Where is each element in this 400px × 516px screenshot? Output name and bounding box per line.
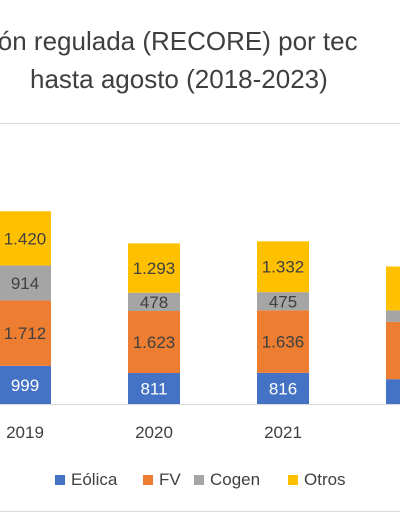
bar-segment-fv-2 (386, 321, 400, 380)
data-label-elica-2020: 811 (140, 380, 167, 399)
data-label-cogen-2021: 475 (269, 292, 297, 311)
chart-title-line-1: ión regulada (RECORE) por tec (0, 26, 358, 56)
bar-segment-elica-2 (386, 379, 400, 404)
x-tick-label-2020: 2020 (135, 423, 173, 442)
bar-segment-cogen-2019 (0, 265, 51, 301)
x-tick-label-2019: 2019 (6, 423, 44, 442)
data-label-fv-2021: 1.636 (262, 333, 305, 352)
data-label-fv-2019: 1.712 (4, 324, 47, 343)
data-label-fv-2020: 1.623 (133, 333, 176, 352)
bar-segment-fv-2021 (257, 310, 309, 373)
legend-swatch-eolica (55, 475, 65, 485)
legend-item-otros: Otros (288, 468, 346, 492)
bar-segment-elica-2020 (128, 373, 180, 404)
legend-swatch-otros (288, 475, 298, 485)
bar-segment-otros-2019 (0, 211, 51, 266)
data-label-elica-2021: 816 (269, 379, 297, 398)
legend-label-fv: FV (159, 470, 181, 489)
x-tick-label-2021: 2021 (264, 423, 302, 442)
bar-segment-fv-2020 (128, 311, 180, 374)
bar-segment-fv-2019 (0, 300, 51, 366)
data-label-otros-2021: 1.332 (262, 258, 305, 277)
legend-item-cogen: Cogen (194, 468, 260, 492)
legend-label-cogen: Cogen (210, 470, 261, 489)
bar-segment-otros-2021 (257, 241, 309, 293)
bar-segment-otros-2020 (128, 243, 180, 293)
legend-item-eolica: Eólica (55, 468, 117, 492)
legend-label-otros: Otros (304, 470, 346, 489)
x-axis-line (0, 404, 400, 405)
data-label-otros-2019: 1.420 (4, 229, 47, 248)
bar-segment-cogen-2020 (128, 292, 180, 312)
chart-title-line-2: hasta agosto (2018-2023) (30, 64, 328, 94)
bar-segment-otros-2 (386, 266, 400, 311)
legend-swatch-cogen (194, 475, 204, 485)
data-label-otros-2020: 1.293 (133, 259, 176, 278)
data-label-cogen-2020: 478 (140, 293, 168, 312)
bar-segment-elica-2019 (0, 365, 51, 404)
data-label-elica-2019: 999 (11, 376, 39, 395)
bar-segment-cogen-2 (386, 310, 400, 322)
chart-legend: Eólica FV Cogen Otros (0, 468, 400, 492)
bar-segment-cogen-2021 (257, 292, 309, 311)
legend-item-fv: FV (143, 468, 181, 492)
title-divider (0, 123, 400, 124)
chart-title: ión regulada (RECORE) por tec hasta agos… (0, 0, 400, 110)
bar-segment-elica-2021 (257, 372, 309, 404)
data-label-cogen-2019: 914 (11, 274, 39, 293)
legend-label-eolica: Eólica (71, 470, 118, 489)
legend-swatch-fv (143, 475, 153, 485)
chart-border-bottom (0, 511, 400, 512)
